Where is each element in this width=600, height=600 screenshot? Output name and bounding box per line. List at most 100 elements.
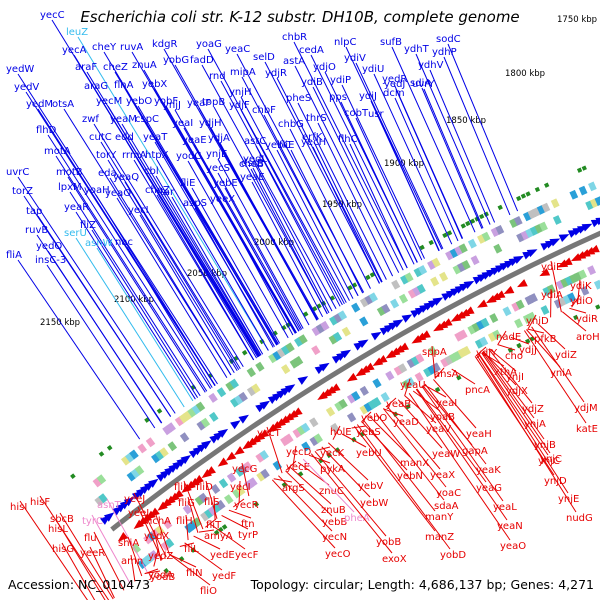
gene-leader-line [127,536,143,577]
annotation-block [255,361,265,372]
annotation-block [440,357,450,368]
gene-leader-line [297,102,387,280]
forward-gene-label: cbl [144,166,159,177]
gene-leader-line [124,181,240,371]
annotation-block [416,283,426,294]
annotation-block [195,401,206,412]
genome-stats-label: Topology: circular; Length: 4,686,137 bp… [250,577,594,592]
forward-gene-label: ydhT [404,44,430,55]
gene-leader-line [75,211,196,400]
forward-gene-label: topB [202,97,225,108]
annotation-block [461,259,471,270]
marker-dot [446,230,453,236]
annotation-block [578,269,588,280]
forward-feature-arrow [103,512,115,522]
gene-leader-line [93,123,244,368]
reverse-gene-label: argS [282,483,305,494]
reverse-gene-label: znuC [319,486,344,497]
gene-leader-line [332,425,341,440]
reverse-gene-label: yeaO [500,541,526,552]
annotation-block [225,381,235,392]
gene-leader-line [47,134,212,389]
gene-leader-line [569,307,587,314]
annotation-block [311,345,321,356]
gene-leader-line [476,355,577,513]
annotation-block [454,331,464,342]
annotation-block [210,484,221,494]
reverse-gene-label: yobD [440,550,466,561]
annotation-block [162,519,173,530]
marker-dot [221,524,228,530]
forward-gene-label: ydjO [313,62,336,73]
annotation-block [281,345,291,356]
marker-dot [442,232,448,238]
forward-gene-label: ruvA [120,42,143,53]
gene-leader-line [194,207,274,348]
annotation-block [587,265,596,276]
annotation-block [309,436,319,447]
gene-leader-line [408,393,511,541]
reverse-gene-label: yebN [397,471,423,482]
reverse-feature-arrow [173,489,184,499]
annotation-block [281,364,291,375]
forward-feature-arrow [595,217,600,226]
reverse-gene-label: ydjJ [519,345,537,356]
gene-leader-line [17,259,141,440]
annotation-block [216,387,227,398]
reverse-gene-label: ydjY [476,348,498,359]
marker-dot [106,444,113,451]
reverse-feature-arrow [234,446,245,456]
forward-gene-label: thrS [306,113,327,124]
forward-feature-arrow [401,314,413,323]
reverse-feature-arrow [346,372,358,382]
gene-leader-line [415,388,508,521]
reverse-gene-label: ynjD [544,476,567,487]
reverse-gene-label: yecG [232,464,257,475]
gene-leader-line [550,260,562,313]
forward-gene-label: ydiB [301,77,323,88]
gene-leader-line [349,143,408,269]
annotation-block [234,466,245,477]
forward-gene-label: aspS [183,198,207,209]
forward-gene-label: zwf [82,114,99,125]
reverse-gene-label: tyrC [82,516,103,527]
gene-leader-line [429,69,496,223]
reverse-feature-arrow [325,385,337,395]
reverse-gene-label: yebV [358,481,383,492]
gene-leader-line [276,149,354,299]
annotation-block [489,313,499,324]
annotation-block [480,317,490,328]
reverse-gene-label: yeaX [430,470,455,481]
gene-leader-line [95,194,216,386]
forward-gene-label: flhA [114,80,134,91]
reverse-feature-arrow [494,290,506,299]
gene-leader-line [184,542,223,571]
annotation-block [569,189,579,200]
reverse-gene-label: yedE [210,550,235,561]
reverse-gene-label: manZ [425,532,454,543]
reverse-gene-label: yecO [325,549,351,560]
annotation-block [159,447,169,458]
annotation-block [390,298,400,309]
gene-leader-line [447,43,519,212]
reverse-feature-arrow [503,285,515,294]
reverse-feature-arrow [570,253,582,262]
forward-gene-label: ydhV [418,60,444,71]
annotation-block [405,377,416,387]
gene-leader-line [193,144,300,332]
reverse-gene-label: yeaL [493,502,517,513]
annotation-block [452,264,462,275]
gene-leader-line [373,73,453,245]
reverse-feature-arrow [415,332,427,342]
marker-dot [520,193,527,199]
reverse-gene-label: yodA [148,570,173,581]
forward-gene-label: cheY [92,42,117,53]
reverse-gene-label: hisG [52,544,74,555]
gene-leader-line [137,105,279,345]
gene-leader-line [383,408,404,417]
gene-leader-line [47,250,162,424]
reverse-gene-label: ansA [434,369,459,380]
gene-leader-line [213,106,328,315]
forward-gene-label: tap [26,206,42,217]
annotation-block [514,318,524,329]
